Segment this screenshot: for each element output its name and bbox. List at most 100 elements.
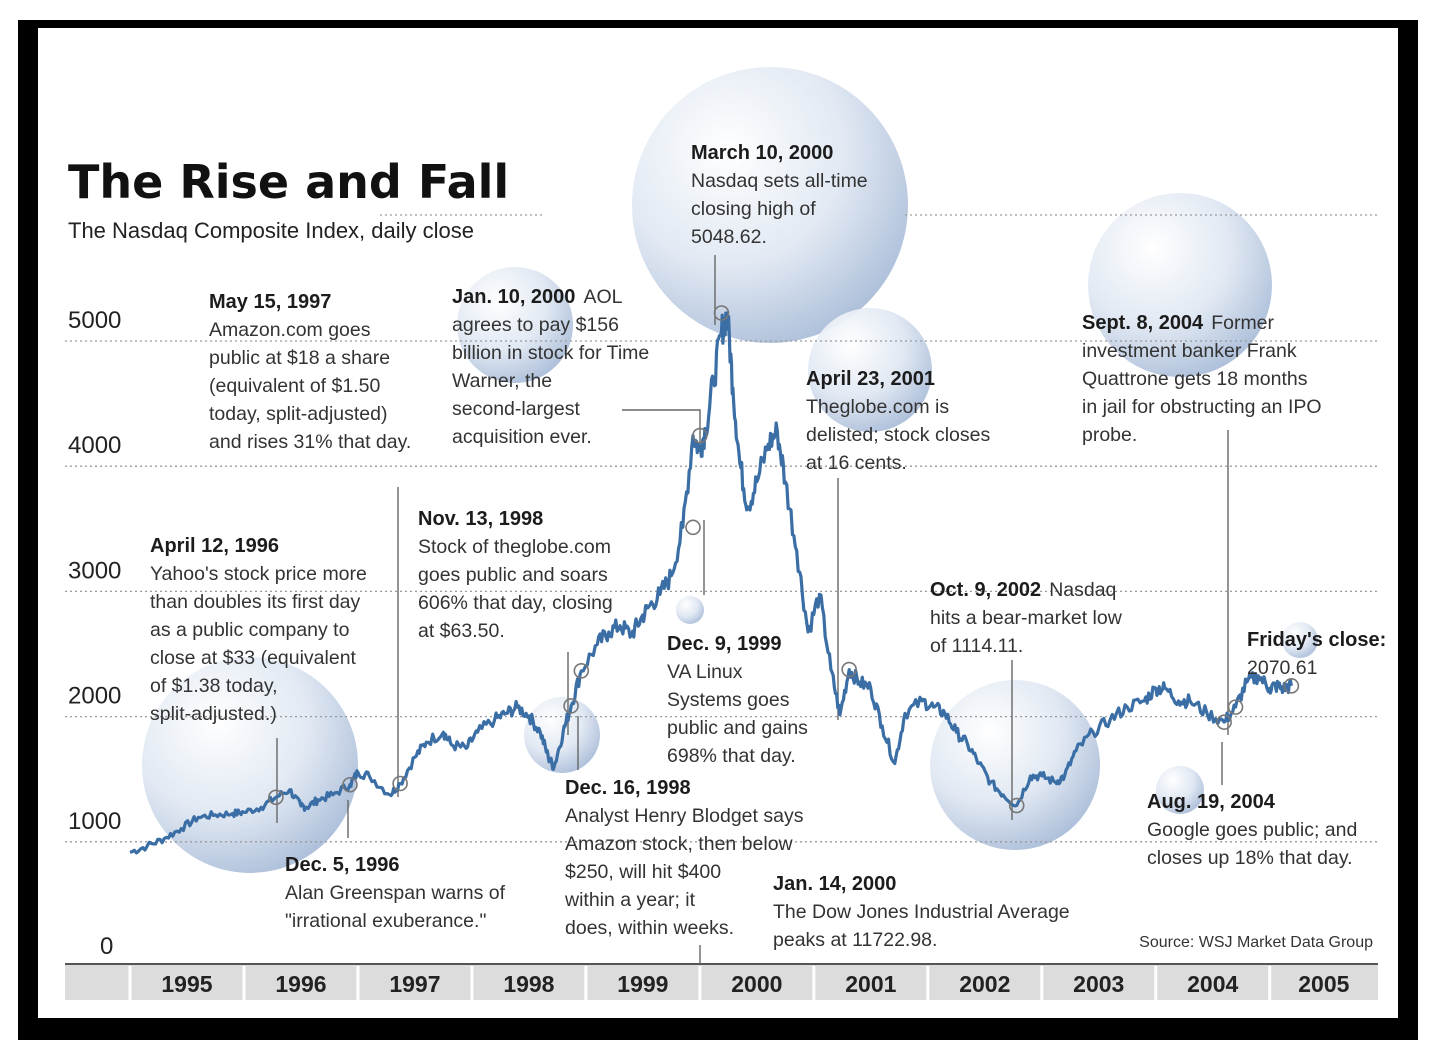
annotation-line: Alan Greenspan warns of [285, 882, 506, 904]
annotation-line: split-adjusted.) [150, 703, 277, 725]
event-marker [573, 663, 590, 679]
x-tick-label-1999: 1999 [617, 971, 668, 997]
annotation-line: Amazon.com goes [209, 319, 371, 341]
decorative-bubble-9 [676, 596, 704, 624]
annotation-line: Theglobe.com is [806, 396, 949, 418]
event-marker [1283, 678, 1300, 694]
annotation-line: Amazon stock, then below [565, 833, 794, 855]
annotation-line: public at $18 a share [209, 347, 390, 369]
annotation-line: than doubles its first day [150, 591, 361, 613]
event-marker [342, 776, 358, 793]
annotation-line: closing high of [691, 198, 816, 220]
event-marker [1216, 714, 1232, 730]
annotation-line: agrees to pay $156 [452, 314, 619, 336]
x-tick-label-1997: 1997 [389, 971, 440, 997]
annotation-text: Oct. 9, 2002 Nasdaq hits a bear-market low… [930, 579, 1123, 657]
annotation-4: Dec. 16, 1998 Analyst Henry Blodget says A… [564, 777, 804, 939]
annotation-line: Google goes public; and [1147, 819, 1357, 841]
annotation-line: billion in stock for Time [452, 342, 649, 364]
annotation-line: and rises 31% that day. [209, 431, 411, 453]
annotation-8: March 10, 2000 Nasdaq sets all-time closin… [691, 142, 868, 248]
annotation-text: April 12, 1996 Yahoo's stock price more th… [150, 535, 367, 725]
annotation-9: April 23, 2001 Theglobe.com is delisted; s… [806, 368, 991, 474]
y-tick-label: 0 [100, 933, 113, 960]
annotation-date: Friday's close: [1247, 629, 1386, 651]
chart-subtitle: The Nasdaq Composite Index, daily close [68, 218, 474, 243]
event-marker [713, 305, 730, 321]
nasdaq-series-line [129, 311, 1293, 855]
annotation-line: Nasdaq [1049, 579, 1116, 601]
annotation-line: VA Linux [667, 661, 743, 683]
annotation-line: today, split-adjusted) [209, 403, 387, 425]
annotation-line: 606% that day, closing [418, 592, 613, 614]
annotation-7: Jan. 14, 2000 The Dow Jones Industrial Av… [773, 873, 1070, 951]
y-tick-label: 5000 [68, 307, 121, 334]
annotation-line: close at $33 (equivalent [150, 647, 357, 669]
annotation-line: in jail for obstructing an IPO [1082, 396, 1322, 418]
annotation-date: Jan. 14, 2000 [773, 873, 896, 895]
annotation-line: Warner, the [452, 370, 552, 392]
event-marker [392, 775, 408, 792]
x-tick-label-2001: 2001 [845, 971, 896, 997]
annotation-line: does, within weeks. [565, 917, 734, 939]
annotation-line: public and gains [667, 717, 808, 739]
annotation-6: Jan. 10, 2000 AOL agrees to pay $156 billio… [452, 286, 649, 448]
annotation-line: hits a bear-market low [930, 607, 1123, 629]
annotation-line: delisted; stock closes [806, 424, 991, 446]
annotation-text: Jan. 10, 2000 AOL agrees to pay $156 billio… [452, 286, 649, 448]
annotation-line: as a public company to [150, 619, 350, 641]
annotation-text: Jan. 14, 2000 The Dow Jones Industrial Av… [773, 873, 1070, 951]
decorative-bubble-8 [1282, 622, 1318, 658]
annotation-line: probe. [1082, 424, 1137, 446]
y-tick-label: 3000 [68, 557, 121, 584]
annotation-text: Dec. 9, 1999 VA Linux Systems goes public a… [667, 633, 808, 767]
annotation-text: Dec. 16, 1998 Analyst Henry Blodget says A… [564, 777, 804, 939]
y-tick-label: 1000 [68, 808, 121, 835]
annotations-layer: April 12, 1996 Yahoo's stock price more th… [150, 142, 1386, 951]
decorative-bubble-3 [632, 67, 908, 343]
annotation-13: Friday's close: 2070.61 [1247, 629, 1386, 679]
decorative-bubble-5 [930, 680, 1100, 850]
decorative-bubble-1 [457, 267, 573, 383]
annotation-text: Aug. 19, 2004 Google goes public; and clos… [1147, 791, 1357, 869]
x-tick-label-2003: 2003 [1073, 971, 1124, 997]
annotation-text: April 23, 2001 Theglobe.com is delisted; s… [806, 368, 991, 474]
annotation-date: Sept. 8, 2004 [1082, 312, 1204, 334]
annotation-2: May 15, 1997 Amazon.com goes public at $18… [209, 291, 411, 453]
annotation-line: 5048.62. [691, 226, 767, 248]
x-axis-band [65, 963, 1378, 1000]
annotation-line: peaks at 11722.98. [773, 929, 937, 951]
x-tick-label-2005: 2005 [1298, 971, 1349, 997]
event-marker [685, 519, 701, 536]
annotation-5: Dec. 9, 1999 VA Linux Systems goes public a… [667, 633, 808, 767]
y-tick-label: 2000 [68, 683, 121, 710]
annotation-line: $250, will hit $400 [565, 861, 721, 883]
decorative-bubble-7 [1156, 766, 1204, 814]
y-ticks-layer: 5000 4000 3000 2000 1000 0 [68, 307, 121, 960]
annotation-1: Dec. 5, 1996 Alan Greenspan warns of "irra… [285, 854, 506, 932]
annotation-text: Nov. 13, 1998 Stock of theglobe.com goes p… [418, 508, 613, 642]
annotation-line: Yahoo's stock price more [150, 563, 367, 585]
bubbles-layer [142, 67, 1318, 873]
annotation-line: investment banker Frank [1082, 340, 1297, 362]
annotation-date: Aug. 19, 2004 [1147, 791, 1276, 813]
annotation-date: Dec. 9, 1999 [667, 633, 782, 655]
annotation-date: Dec. 16, 1998 [565, 777, 691, 799]
annotation-text: March 10, 2000 Nasdaq sets all-time closin… [691, 142, 868, 248]
annotation-line: within a year; it [564, 889, 696, 911]
x-tick-label-1996: 1996 [275, 971, 326, 997]
annotation-date: Jan. 10, 2000 [452, 286, 575, 308]
decorative-bubble-4 [808, 308, 932, 432]
annotation-text: Sept. 8, 2004 Former investment banker Fra… [1082, 312, 1322, 446]
annotation-text: May 15, 1997 Amazon.com goes public at $18… [209, 291, 411, 453]
annotation-line: closes up 18% that day. [1147, 847, 1353, 869]
event-marker [841, 661, 857, 678]
annotation-line: acquisition ever. [452, 426, 592, 448]
annotation-line: 2070.61 [1247, 657, 1318, 679]
source-note: Source: WSJ Market Data Group [1139, 934, 1373, 951]
event-marker [1008, 797, 1025, 814]
x-tick-label-1995: 1995 [161, 971, 212, 997]
annotation-line: 698% that day. [667, 745, 796, 767]
y-tick-label: 4000 [68, 432, 121, 459]
annotation-line: Nasdaq sets all-time [691, 170, 868, 192]
